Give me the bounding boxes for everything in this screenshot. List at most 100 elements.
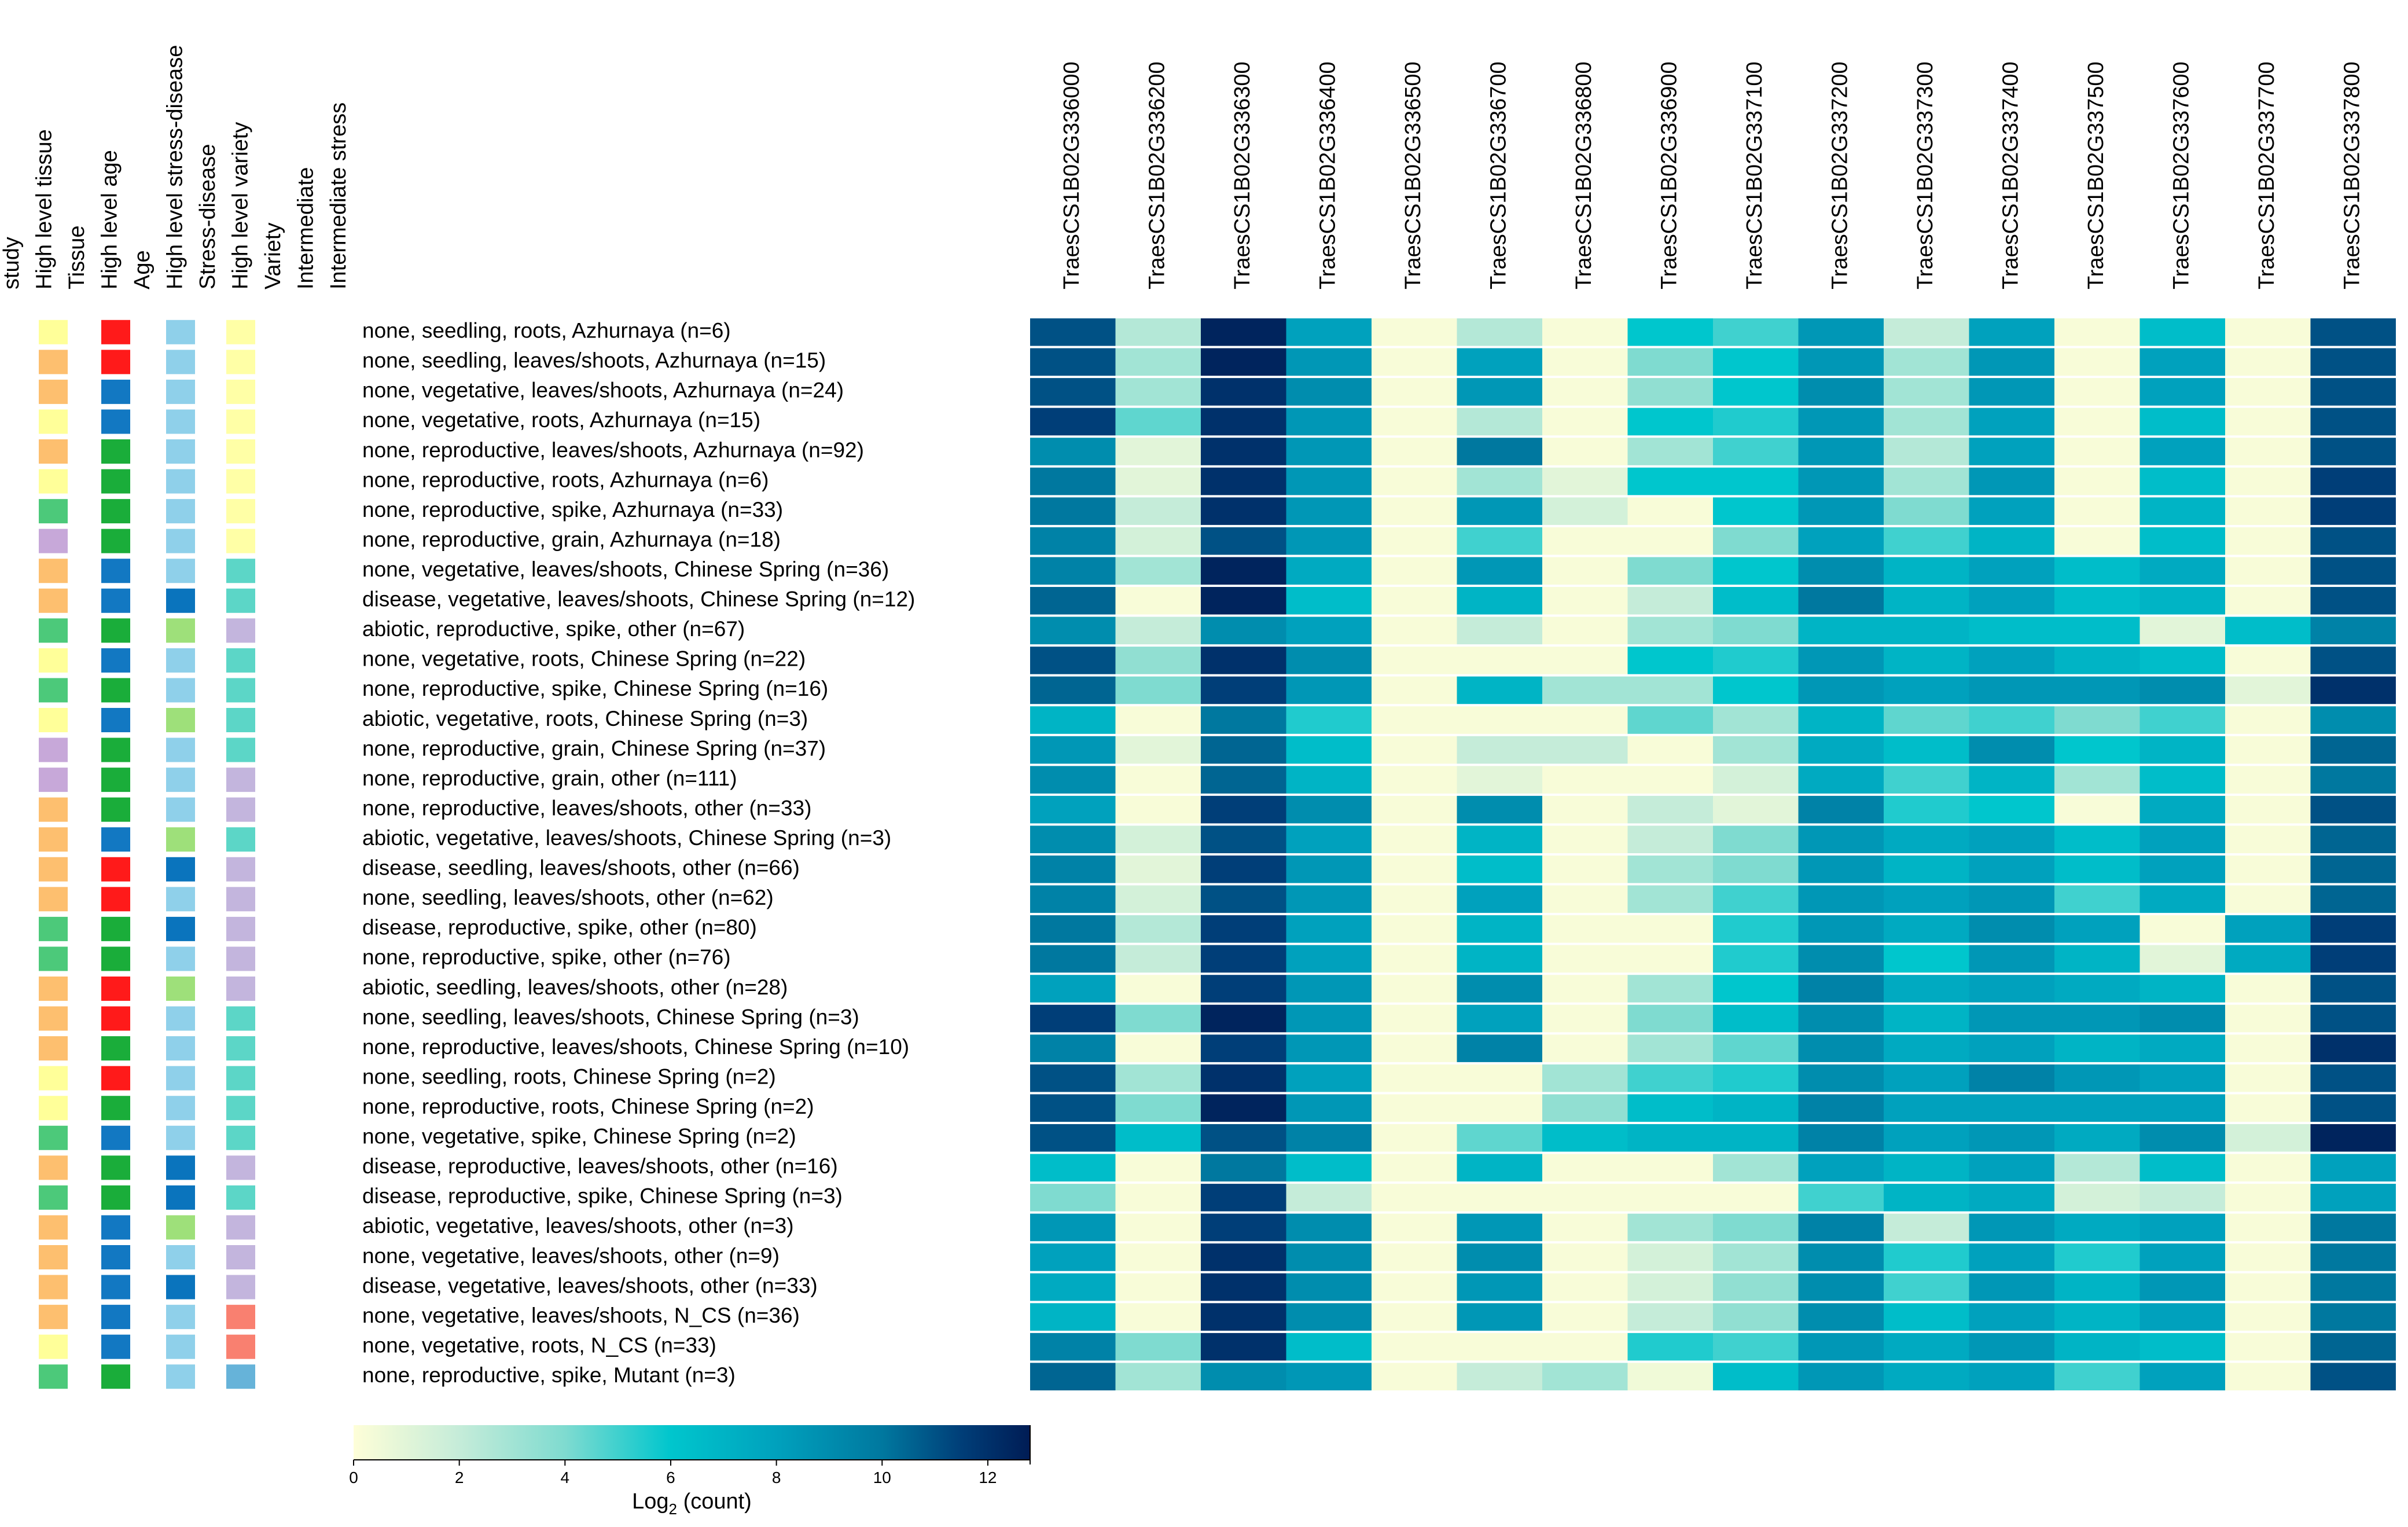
- heatmap-cell: [1713, 915, 1799, 943]
- heatmap-cell: [1372, 616, 1457, 645]
- annotation-age-cell: [101, 737, 130, 762]
- heatmap-cell: [1115, 348, 1201, 376]
- heatmap-cell: [2139, 557, 2225, 585]
- annotation-tissue-cell: [39, 977, 68, 1001]
- gene-label: TraesCS1B02G336200: [1145, 61, 1169, 289]
- heatmap-cell: [2310, 1303, 2396, 1331]
- heatmap-cell: [1201, 1333, 1286, 1361]
- heatmap-cell: [1969, 438, 2054, 465]
- heatmap-cell: [1884, 1064, 1969, 1092]
- heatmap-cell: [1884, 647, 1969, 674]
- heatmap-cell: [1798, 378, 1884, 406]
- row-label: disease, vegetative, leaves/shoots, othe…: [362, 1273, 818, 1297]
- heatmap-cell: [2139, 1004, 2225, 1033]
- colorbar-title: Log2 (count): [632, 1489, 752, 1518]
- annotation-variety-cell: [226, 1155, 255, 1180]
- heatmap-cell: [1969, 945, 2054, 973]
- heatmap-cell: [1627, 1124, 1713, 1152]
- annotation-age-cell: [101, 1125, 130, 1150]
- annotation-tissue-cell: [39, 1125, 68, 1150]
- heatmap-cell: [1115, 1064, 1201, 1092]
- heatmap-cell: [2139, 945, 2225, 973]
- heatmap-cell: [1884, 1004, 1969, 1033]
- heatmap-cell: [2225, 616, 2311, 645]
- heatmap-cell: [1286, 647, 1372, 674]
- annotation-tissue-cell: [39, 1155, 68, 1180]
- annotation-variety-cell: [226, 827, 255, 852]
- heatmap-cell: [2054, 1333, 2140, 1361]
- heatmap-cell: [1201, 1184, 1286, 1212]
- heatmap-cell: [2139, 348, 2225, 376]
- heatmap-cell: [1542, 1004, 1628, 1033]
- colorbar-tick-label: 0: [349, 1469, 358, 1486]
- heatmap-cell: [1713, 647, 1799, 674]
- heatmap-cell: [1457, 1064, 1542, 1092]
- annotation-age-cell: [101, 857, 130, 882]
- heatmap-cell: [1969, 1064, 2054, 1092]
- heatmap-cell: [2139, 647, 2225, 674]
- heatmap-cell: [2139, 1273, 2225, 1301]
- heatmap-cell: [1372, 1273, 1457, 1301]
- annotation-variety-cell: [226, 379, 255, 404]
- heatmap-cell: [1969, 1333, 2054, 1361]
- heatmap-cell: [1115, 736, 1201, 764]
- heatmap-cell: [1201, 497, 1286, 525]
- heatmap-cell: [1457, 1273, 1542, 1301]
- heatmap-cell: [1286, 676, 1372, 704]
- annotation-age-cell: [101, 559, 130, 583]
- heatmap-cell: [1030, 1213, 1116, 1242]
- heatmap-cell: [2310, 1243, 2396, 1271]
- row-label: none, vegetative, roots, Chinese Spring …: [362, 647, 806, 671]
- annotation-tissue-cell: [39, 648, 68, 673]
- annotation-tissue-cell: [39, 768, 68, 792]
- gene-label: TraesCS1B02G337100: [1742, 61, 1767, 289]
- heatmap-cell: [2139, 1124, 2225, 1152]
- annotation-header: Variety: [261, 223, 285, 289]
- heatmap-cell: [2139, 1034, 2225, 1062]
- heatmap-cell: [2310, 1273, 2396, 1301]
- heatmap-cell: [1030, 1303, 1116, 1331]
- annotation-variety-cell: [226, 1125, 255, 1150]
- heatmap-cell: [1542, 1034, 1628, 1062]
- heatmap-cell: [1542, 1243, 1628, 1271]
- annotation-stress-cell: [166, 588, 195, 613]
- heatmap-cell: [1542, 766, 1628, 794]
- annotation-stress-cell: [166, 618, 195, 643]
- heatmap-cell: [1713, 706, 1799, 734]
- heatmap-cell: [1201, 885, 1286, 913]
- heatmap-cell: [1201, 795, 1286, 824]
- heatmap-cell: [2225, 1004, 2311, 1033]
- annotation-age-cell: [101, 1215, 130, 1240]
- heatmap-cell: [1286, 795, 1372, 824]
- heatmap-cell: [1798, 676, 1884, 704]
- annotation-header: High level stress-disease: [163, 45, 188, 289]
- row-label: disease, seedling, leaves/shoots, other …: [362, 856, 800, 880]
- heatmap-cell: [2225, 647, 2311, 674]
- heatmap-cell: [1030, 856, 1116, 883]
- heatmap-cell: [1372, 438, 1457, 465]
- heatmap-cell: [1713, 1154, 1799, 1182]
- heatmap-cell: [1713, 1333, 1799, 1361]
- heatmap-cell: [1713, 766, 1799, 794]
- gene-label: TraesCS1B02G336500: [1401, 61, 1425, 289]
- heatmap-cell: [1798, 527, 1884, 555]
- heatmap-cell: [1115, 616, 1201, 645]
- annotation-age-cell: [101, 1185, 130, 1210]
- annotation-stress-cell: [166, 708, 195, 732]
- heatmap-cell: [2054, 856, 2140, 883]
- heatmap-cell: [1542, 1363, 1628, 1390]
- heatmap-cell: [2054, 647, 2140, 674]
- heatmap-cell: [2054, 1303, 2140, 1331]
- heatmap-cell: [1542, 1303, 1628, 1331]
- heatmap-cell: [1457, 885, 1542, 913]
- annotation-tissue-cell: [39, 887, 68, 912]
- annotation-header: Age: [130, 250, 155, 289]
- heatmap-cell: [2225, 975, 2311, 1003]
- heatmap-cell: [2310, 1124, 2396, 1152]
- heatmap-cell: [2225, 1064, 2311, 1092]
- annotation-header: Stress-disease: [196, 144, 220, 289]
- heatmap-cell: [1030, 616, 1116, 645]
- heatmap-cell: [1627, 1333, 1713, 1361]
- heatmap-cell: [1457, 1184, 1542, 1212]
- heatmap-cell: [1798, 825, 1884, 853]
